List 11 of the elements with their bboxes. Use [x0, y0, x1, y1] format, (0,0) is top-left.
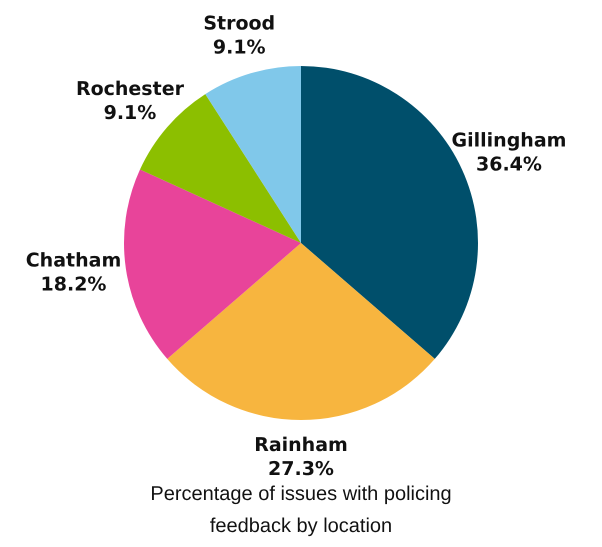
text: Percentage of issues with policing feedback by location [149, 482, 453, 539]
data-label: 9.1% [212, 36, 266, 59]
slice-label: Chatham [26, 250, 122, 272]
slice-label: Rainham [254, 434, 348, 456]
slice-label: Rochester [76, 78, 185, 100]
data-label: 27.3% [268, 458, 334, 480]
slice-label: Gillingham [452, 130, 566, 152]
data-label: 18.2% [40, 274, 106, 296]
slice-label: Strood [203, 12, 276, 35]
data-label: 36.4% [476, 154, 542, 176]
data-label: 9.1% [104, 102, 156, 124]
